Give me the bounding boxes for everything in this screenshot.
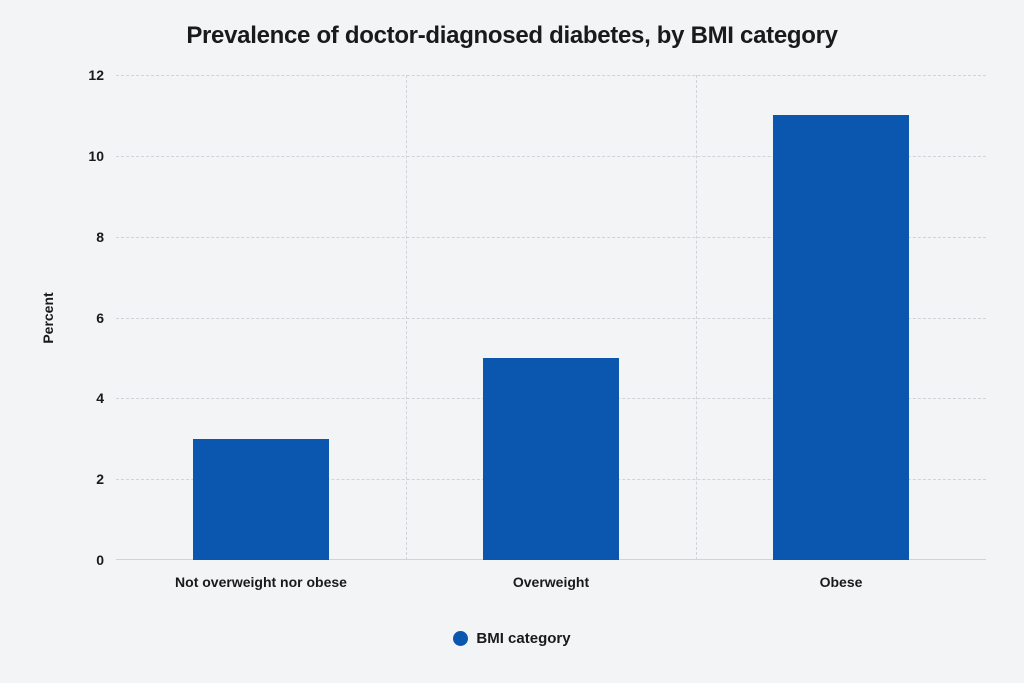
legend: BMI category <box>0 630 1024 651</box>
x-tick-label: Obese <box>820 574 863 590</box>
y-axis-label: Percent <box>40 292 56 343</box>
chart-container: Prevalence of doctor-diagnosed diabetes,… <box>0 0 1024 683</box>
y-tick-label: 10 <box>64 148 104 164</box>
y-tick-label: 4 <box>64 390 104 406</box>
legend-label: BMI category <box>476 630 570 647</box>
y-tick-label: 8 <box>64 229 104 245</box>
bar <box>483 358 619 560</box>
grid-line-horizontal <box>116 75 986 76</box>
y-tick-label: 12 <box>64 67 104 83</box>
grid-line-vertical <box>696 75 697 560</box>
y-tick-label: 6 <box>64 310 104 326</box>
bar <box>193 439 329 560</box>
bar <box>773 115 909 560</box>
x-tick-label: Overweight <box>513 574 589 590</box>
y-tick-label: 2 <box>64 471 104 487</box>
grid-line-vertical <box>406 75 407 560</box>
plot-area <box>116 75 986 560</box>
y-tick-label: 0 <box>64 552 104 568</box>
x-tick-label: Not overweight nor obese <box>175 574 347 590</box>
legend-swatch-icon <box>453 631 468 646</box>
legend-item: BMI category <box>453 630 570 647</box>
chart-title: Prevalence of doctor-diagnosed diabetes,… <box>0 22 1024 50</box>
